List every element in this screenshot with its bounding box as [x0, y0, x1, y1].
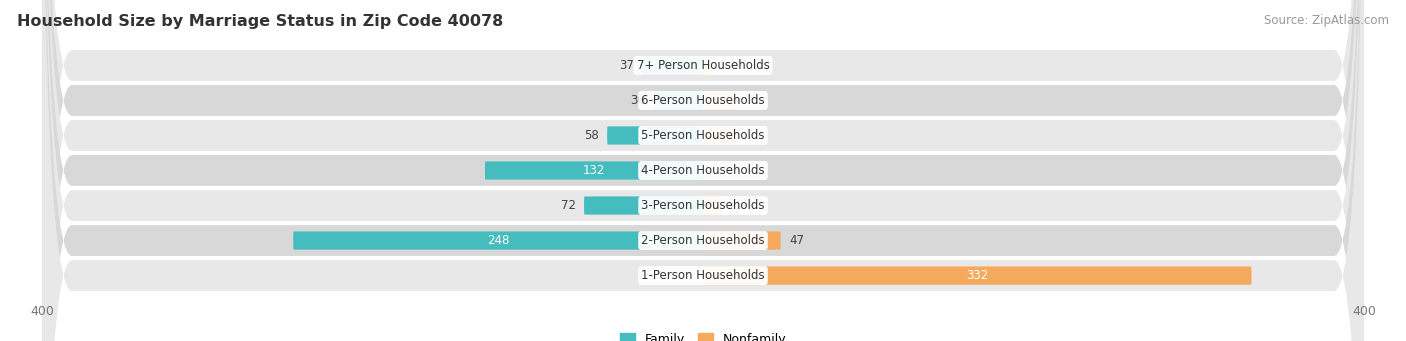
Text: 3-Person Households: 3-Person Households: [641, 199, 765, 212]
FancyBboxPatch shape: [42, 0, 1364, 341]
FancyBboxPatch shape: [583, 196, 703, 214]
Text: 0: 0: [744, 94, 752, 107]
Legend: Family, Nonfamily: Family, Nonfamily: [614, 328, 792, 341]
Text: 5-Person Households: 5-Person Households: [641, 129, 765, 142]
FancyBboxPatch shape: [703, 161, 704, 180]
FancyBboxPatch shape: [294, 232, 703, 250]
Text: 37: 37: [619, 59, 634, 72]
FancyBboxPatch shape: [42, 0, 1364, 341]
FancyBboxPatch shape: [42, 0, 1364, 341]
Text: 2-Person Households: 2-Person Households: [641, 234, 765, 247]
FancyBboxPatch shape: [42, 0, 1364, 341]
FancyBboxPatch shape: [703, 127, 737, 145]
Text: 132: 132: [582, 164, 605, 177]
Text: 4-Person Households: 4-Person Households: [641, 164, 765, 177]
FancyBboxPatch shape: [42, 0, 1364, 341]
Text: 5: 5: [720, 59, 727, 72]
Text: 7+ Person Households: 7+ Person Households: [637, 59, 769, 72]
FancyBboxPatch shape: [703, 91, 737, 109]
Text: 11: 11: [730, 199, 744, 212]
FancyBboxPatch shape: [485, 161, 703, 180]
FancyBboxPatch shape: [703, 56, 711, 75]
FancyBboxPatch shape: [654, 91, 703, 109]
Text: 248: 248: [486, 234, 509, 247]
Text: 0: 0: [744, 129, 752, 142]
Text: Household Size by Marriage Status in Zip Code 40078: Household Size by Marriage Status in Zip…: [17, 14, 503, 29]
Text: 58: 58: [583, 129, 599, 142]
Text: 72: 72: [561, 199, 576, 212]
Text: 30: 30: [630, 94, 645, 107]
FancyBboxPatch shape: [703, 232, 780, 250]
FancyBboxPatch shape: [42, 0, 1364, 341]
FancyBboxPatch shape: [703, 196, 721, 214]
FancyBboxPatch shape: [643, 56, 703, 75]
Text: 6-Person Households: 6-Person Households: [641, 94, 765, 107]
FancyBboxPatch shape: [703, 266, 1251, 285]
Text: 332: 332: [966, 269, 988, 282]
FancyBboxPatch shape: [42, 0, 1364, 341]
Text: Source: ZipAtlas.com: Source: ZipAtlas.com: [1264, 14, 1389, 27]
Text: 1: 1: [713, 164, 720, 177]
FancyBboxPatch shape: [607, 127, 703, 145]
Text: 47: 47: [789, 234, 804, 247]
Text: 1-Person Households: 1-Person Households: [641, 269, 765, 282]
